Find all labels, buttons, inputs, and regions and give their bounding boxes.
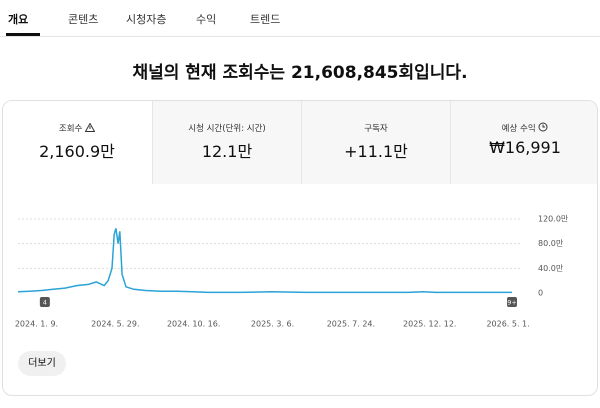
stat-label: 구독자 bbox=[364, 124, 388, 134]
tab-bar: 개요 콘텐츠 시청자층 수익 트렌드 bbox=[0, 0, 600, 37]
x-tick-label: 2025. 7. 24. bbox=[327, 320, 375, 329]
x-tick-label: 2025. 3. 6. bbox=[251, 320, 294, 329]
marker-badge bbox=[39, 297, 50, 307]
headline: 채널의 현재 조회수는 21,608,845회입니다. bbox=[132, 63, 468, 83]
y-tick-label: 80.0만 bbox=[538, 239, 564, 248]
x-tick-label: 2024. 10. 16. bbox=[167, 320, 220, 329]
warning-icon bbox=[84, 122, 96, 132]
y-tick-label: 0 bbox=[538, 289, 543, 298]
clock-icon bbox=[538, 122, 548, 132]
stat-label: 예상 수익 bbox=[451, 122, 597, 134]
marker-label: 4 bbox=[43, 299, 47, 307]
chart: 0 40.0만 80.0만 120.0만 2024. 1. 9. 2024. 5. 29.… bbox=[15, 215, 569, 329]
stat-value: +11.1만 bbox=[344, 142, 408, 161]
tab[interactable]: 콘텐츠 bbox=[68, 13, 99, 26]
x-tick-label: 2024. 1. 9. bbox=[15, 320, 58, 329]
stat-card[interactable]: 구독자 +11.1만 bbox=[301, 101, 450, 184]
y-tick-label: 120.0만 bbox=[538, 215, 569, 224]
tab[interactable]: 수익 bbox=[196, 13, 217, 26]
x-tick-label: 2025. 12. 12. bbox=[403, 320, 456, 329]
stat-label: 시청 시간(단위: 시간) bbox=[188, 124, 266, 134]
marker-label: 9+ bbox=[507, 299, 517, 307]
more-button[interactable]: 더보기 bbox=[18, 351, 66, 376]
stat-card[interactable]: 예상 수익 ₩16,991 bbox=[450, 101, 597, 184]
stat-value: ₩16,991 bbox=[489, 138, 561, 157]
analytics-card: 조회수 2,160.9만 시청 시간(단위: 시간) 12.1만 구독자 +11.1만 예… bbox=[2, 100, 598, 396]
tab[interactable]: 트렌드 bbox=[250, 13, 281, 26]
stat-value: 2,160.9만 bbox=[39, 142, 115, 161]
tab[interactable]: 시청자층 bbox=[126, 13, 167, 26]
tab-underline bbox=[6, 33, 40, 36]
stat-card[interactable]: 시청 시간(단위: 시간) 12.1만 bbox=[152, 101, 301, 184]
stat-card[interactable]: 조회수 2,160.9만 bbox=[3, 101, 151, 184]
stat-value: 12.1만 bbox=[201, 142, 253, 161]
line-series bbox=[17, 228, 512, 294]
marker-badge bbox=[507, 297, 517, 307]
y-tick-label: 40.0만 bbox=[538, 264, 564, 273]
x-tick-label: 2024. 5. 29. bbox=[91, 320, 139, 329]
tab[interactable]: 개요 bbox=[8, 13, 29, 26]
stat-label: 조회수 bbox=[3, 122, 151, 134]
x-tick-label: 2026. 5. 1. bbox=[486, 320, 529, 329]
